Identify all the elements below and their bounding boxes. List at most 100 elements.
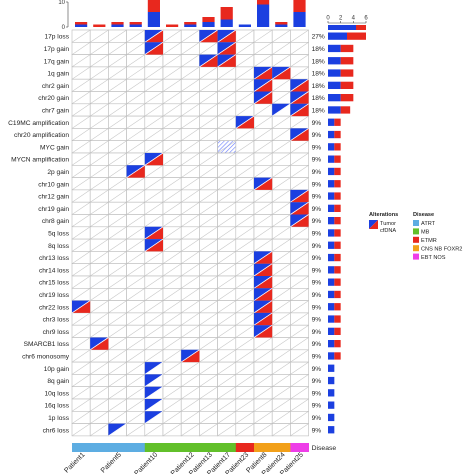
legend-disease-swatch: [413, 220, 419, 226]
disease-cell: [199, 443, 218, 452]
top-bar-tumor: [111, 24, 124, 27]
grid-cell-diagonal: [162, 300, 182, 314]
alteration-divider: [144, 410, 164, 424]
grid-cell-diagonal: [71, 312, 91, 326]
grid-cell-diagonal: [253, 29, 273, 43]
grid-cell-diagonal: [253, 140, 273, 154]
grid-cell-diagonal: [253, 103, 273, 117]
side-bar-cfdna: [334, 180, 341, 188]
side-bar-tumor: [328, 327, 335, 335]
grid-cell-diagonal: [90, 165, 109, 178]
grid-cell-diagonal: [253, 214, 273, 228]
grid-cell-diagonal: [199, 324, 218, 338]
side-bar-tumor: [328, 413, 335, 422]
grid-cell-diagonal: [272, 324, 291, 338]
row-percent: 9%: [312, 267, 322, 274]
grid-cell-diagonal: [199, 288, 218, 301]
grid-cell-diagonal: [235, 91, 255, 105]
grid-cell-diagonal: [90, 374, 109, 387]
alteration-divider: [144, 398, 164, 412]
side-bar-cfdna: [334, 327, 341, 335]
top-bar-cfdna: [220, 7, 233, 20]
grid-cell-diagonal: [235, 374, 255, 387]
grid-cell-diagonal: [272, 177, 291, 191]
grid-cell-diagonal: [162, 66, 182, 80]
grid-cell-diagonal: [90, 128, 109, 141]
row-percent: 18%: [312, 58, 325, 65]
grid-cell-diagonal: [90, 361, 109, 375]
grid-cell-diagonal: [235, 251, 255, 264]
row-percent: 9%: [312, 341, 322, 348]
alteration-divider: [271, 66, 291, 80]
grid-cell-diagonal: [235, 128, 255, 141]
grid-cell-diagonal: [290, 312, 309, 326]
grid-cell-diagonal: [217, 91, 236, 105]
grid-cell-diagonal: [126, 386, 145, 400]
row-label: 10p gain: [44, 366, 70, 373]
grid-cell-diagonal: [162, 214, 182, 228]
grid-cell-diagonal: [71, 128, 91, 141]
grid-cell-diagonal: [181, 42, 200, 55]
row-label: 1p loss: [48, 415, 70, 422]
grid-cell-diagonal: [126, 411, 145, 424]
grid-cell-diagonal: [108, 66, 127, 80]
grid-cell-diagonal: [253, 226, 273, 240]
grid-cell-diagonal: [217, 361, 236, 375]
grid-cell-diagonal: [71, 140, 91, 154]
grid-cell-diagonal: [144, 275, 164, 289]
grid-cell-diagonal: [217, 115, 236, 129]
grid-cell-diagonal: [71, 152, 91, 166]
grid-cell-diagonal: [199, 78, 218, 92]
alteration-divider: [89, 337, 109, 351]
disease-cell: [181, 443, 200, 452]
grid-cell-diagonal: [108, 238, 127, 252]
grid-cell-diagonal: [181, 115, 200, 129]
grid-cell-diagonal: [71, 165, 91, 178]
grid-cell-diagonal: [71, 263, 91, 277]
row-percent: 9%: [312, 353, 322, 360]
grid-cell-diagonal: [290, 54, 309, 68]
top-bar-tumor: [75, 24, 88, 27]
alteration-divider: [253, 66, 273, 80]
grid-cell-diagonal: [108, 165, 127, 178]
side-bar-cfdna: [334, 290, 341, 299]
legend-disease-swatch: [413, 236, 419, 243]
grid-cell-diagonal: [90, 29, 109, 43]
disease-bar: Disease: [72, 443, 336, 452]
grid-cell-diagonal: [162, 115, 182, 129]
grid-cell-diagonal: [71, 238, 91, 252]
grid-cell-diagonal: [235, 300, 255, 314]
disease-cell: [235, 443, 255, 452]
row-percent: 9%: [312, 243, 322, 250]
grid-cell-diagonal: [181, 312, 200, 326]
grid-cell-diagonal: [162, 201, 182, 215]
row-label: 1q gain: [47, 71, 69, 78]
row-percent: 9%: [312, 403, 322, 410]
column-labels: Patient1 Patient5 Patient10 Patient12Patien…: [63, 451, 305, 474]
grid-cell-diagonal: [71, 201, 91, 215]
grid-cell-diagonal: [235, 349, 255, 363]
grid-cell-diagonal: [290, 361, 309, 375]
side-bar-tumor: [328, 32, 347, 40]
side-bar-tumor: [328, 278, 335, 286]
grid-cell-diagonal: [253, 349, 273, 363]
grid-cell-diagonal: [235, 386, 255, 400]
grid-cell-diagonal: [126, 423, 145, 437]
grid-cell-diagonal: [90, 411, 109, 424]
grid-cell-diagonal: [90, 288, 109, 301]
row-label: 8q loss: [48, 243, 70, 250]
legend-disease-label: ETMR: [421, 238, 437, 244]
grid-cell-diagonal: [181, 29, 200, 43]
top-bar-tumor: [220, 19, 233, 27]
grid-cell-diagonal: [181, 189, 200, 203]
side-bar-cfdna: [334, 192, 341, 200]
row-percent: 18%: [312, 107, 325, 114]
row-percent: 18%: [312, 46, 325, 53]
grid-cell-diagonal: [199, 312, 218, 326]
grid-cell-diagonal: [181, 66, 200, 80]
grid-cell-diagonal: [181, 103, 200, 117]
side-bar-tumor: [328, 167, 335, 176]
grid-cell-diagonal: [90, 115, 109, 129]
row-label: MYCN amplification: [11, 157, 69, 164]
grid-cell-diagonal: [235, 54, 255, 68]
